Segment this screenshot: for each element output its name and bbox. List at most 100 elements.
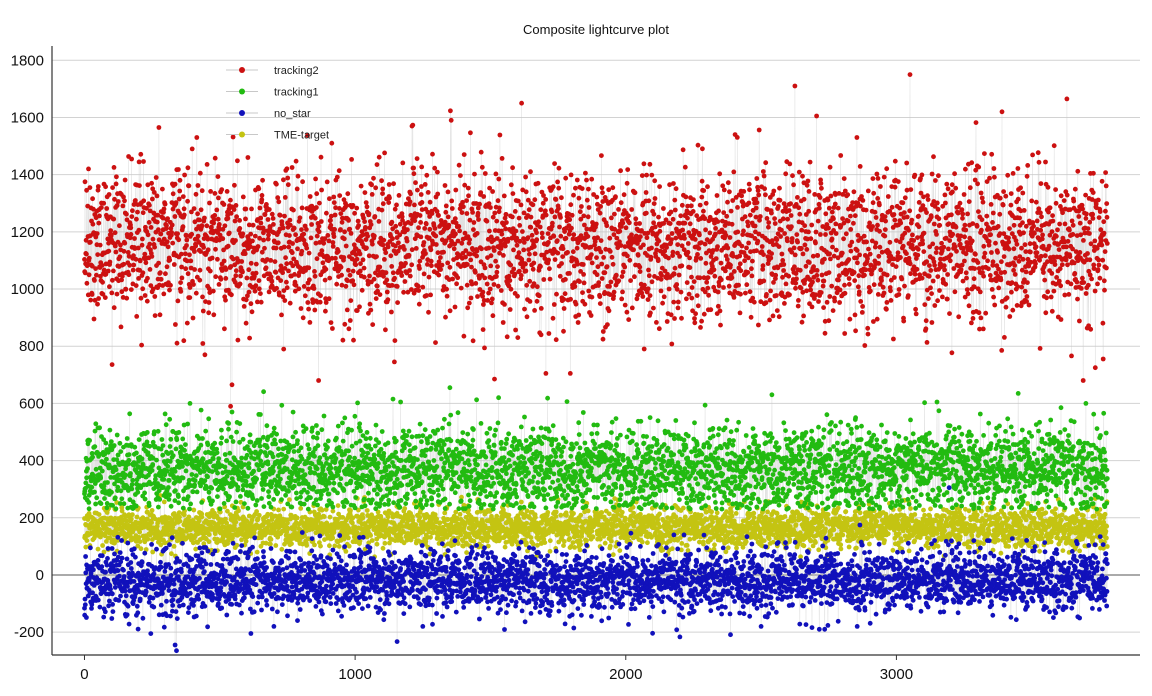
data-point [121, 568, 126, 573]
data-point [1105, 544, 1110, 549]
data-point [151, 596, 156, 601]
data-point [259, 608, 264, 613]
data-point [1037, 549, 1042, 554]
data-point [171, 597, 176, 602]
data-point [571, 511, 576, 516]
data-point [285, 521, 290, 526]
data-point [170, 603, 175, 608]
data-point [897, 531, 902, 536]
data-point [168, 566, 173, 571]
data-point [275, 609, 280, 614]
data-point [248, 569, 253, 574]
data-point [442, 511, 447, 516]
data-point [191, 508, 196, 513]
data-point [242, 595, 247, 600]
data-point [1006, 516, 1011, 521]
data-point [337, 533, 342, 538]
data-point [197, 576, 202, 581]
data-point [515, 534, 520, 539]
data-point [967, 508, 972, 513]
data-point [262, 560, 267, 565]
data-point [213, 549, 218, 554]
data-point [117, 574, 122, 579]
data-point [1061, 548, 1066, 553]
data-point [139, 546, 144, 551]
data-point [214, 581, 219, 586]
data-point [472, 539, 477, 544]
data-point [237, 603, 242, 608]
data-point [922, 513, 927, 518]
data-point [312, 543, 317, 548]
data-point [221, 557, 226, 562]
data-point [197, 518, 202, 523]
data-point [298, 558, 303, 563]
data-point [105, 563, 110, 568]
data-point [1092, 514, 1097, 519]
data-point [149, 542, 154, 547]
data-point [188, 591, 193, 596]
data-point [368, 533, 373, 538]
data-point [355, 530, 360, 535]
data-point [255, 550, 260, 555]
data-point [302, 561, 307, 566]
data-point [200, 565, 205, 570]
data-point [142, 551, 147, 556]
data-point [193, 547, 198, 552]
data-point [133, 555, 138, 560]
data-point [158, 560, 163, 565]
data-point [224, 580, 229, 585]
data-point [160, 591, 165, 596]
data-point [285, 527, 290, 532]
data-point [626, 522, 631, 527]
data-point [458, 512, 463, 517]
data-point [870, 534, 875, 539]
data-point [207, 532, 212, 537]
data-point [255, 556, 260, 561]
data-point [961, 516, 966, 521]
data-point [655, 517, 660, 522]
data-point [402, 506, 407, 511]
data-point [571, 540, 576, 545]
data-point [118, 550, 123, 555]
data-point [640, 540, 645, 545]
data-point [317, 600, 322, 605]
data-point [306, 561, 311, 566]
data-point [813, 540, 818, 545]
data-point [256, 569, 261, 574]
data-point [173, 643, 178, 648]
data-point [279, 560, 284, 565]
data-point [355, 570, 360, 575]
data-point [169, 573, 174, 578]
data-point [206, 549, 211, 554]
data-point [196, 597, 201, 602]
data-point [219, 585, 224, 590]
data-point [975, 513, 980, 518]
data-point [378, 597, 383, 602]
data-point [307, 598, 312, 603]
data-point [167, 588, 172, 593]
data-point [132, 579, 137, 584]
data-point [438, 520, 443, 525]
data-point [138, 597, 143, 602]
data-point [280, 602, 285, 607]
data-point [599, 510, 604, 515]
data-point [609, 539, 614, 544]
data-point [135, 604, 140, 609]
data-point [328, 595, 333, 600]
data-point [295, 601, 300, 606]
data-point [175, 616, 180, 621]
data-point [252, 535, 257, 540]
data-point [154, 547, 159, 552]
data-point [623, 516, 628, 521]
data-point [179, 569, 184, 574]
data-point [309, 548, 314, 553]
data-point [1043, 510, 1048, 515]
data-point [688, 537, 693, 542]
data-point [566, 532, 571, 537]
data-point [191, 603, 196, 608]
data-point [712, 542, 717, 547]
data-point [458, 533, 463, 538]
data-point [858, 510, 863, 515]
data-point [250, 545, 255, 550]
data-point [103, 570, 108, 575]
